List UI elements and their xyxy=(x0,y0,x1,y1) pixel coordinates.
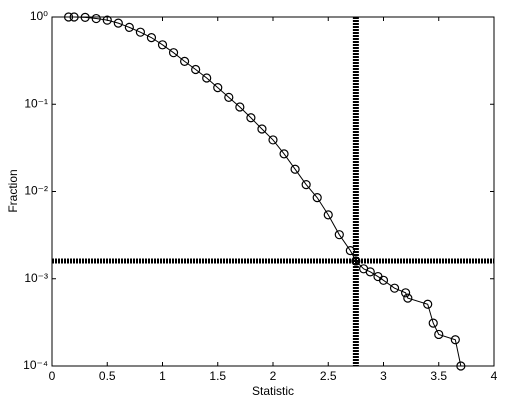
y-tick-label: 10⁻⁴ xyxy=(23,358,48,372)
plot-frame xyxy=(51,16,495,367)
y-axis-label: Fraction xyxy=(6,169,20,212)
data-point xyxy=(378,275,389,285)
data-point xyxy=(434,329,444,340)
data-point xyxy=(268,135,278,145)
data-point xyxy=(246,113,256,123)
data-point xyxy=(180,56,190,66)
data-point xyxy=(63,12,74,22)
data-point xyxy=(69,12,79,22)
data-point xyxy=(202,73,212,83)
x-tick-label: 4 xyxy=(491,369,498,383)
data-point xyxy=(334,230,344,240)
x-tick-label: 2 xyxy=(270,369,277,383)
data-point xyxy=(124,22,134,32)
data-point xyxy=(456,361,466,371)
data-point xyxy=(213,83,223,93)
y-tick-label: 10⁻³ xyxy=(24,271,48,285)
data-point xyxy=(168,48,179,58)
x-tick-label: 1.5 xyxy=(209,369,226,383)
y-tick-label: 10⁻¹ xyxy=(24,96,48,110)
y-tick-label: 10⁻² xyxy=(24,184,48,198)
x-tick-label: 0.5 xyxy=(99,369,116,383)
data-point xyxy=(113,18,123,28)
data-point xyxy=(450,335,460,345)
data-point xyxy=(191,64,201,75)
x-tick-label: 1 xyxy=(159,369,166,383)
data-point xyxy=(351,256,361,266)
y-tick-label: 10⁰ xyxy=(30,9,48,23)
data-point xyxy=(279,149,289,159)
data-point xyxy=(345,246,355,256)
data-point xyxy=(80,12,90,22)
x-tick-label: 2.5 xyxy=(320,369,337,383)
data-point xyxy=(389,283,400,293)
data-point xyxy=(312,193,322,203)
x-axis-label: Statistic xyxy=(252,384,294,398)
data-point xyxy=(290,164,300,174)
data-point xyxy=(235,102,245,112)
data-point xyxy=(323,210,333,220)
data-point xyxy=(146,33,157,43)
data-point xyxy=(91,13,101,24)
data-point xyxy=(301,179,311,190)
x-tick-label: 3.5 xyxy=(430,369,447,383)
data-point xyxy=(224,92,234,102)
data-point xyxy=(135,27,145,37)
x-tick-label: 3 xyxy=(380,369,387,383)
data-point xyxy=(365,267,375,277)
x-tick-label: 0 xyxy=(49,369,56,383)
data-point xyxy=(157,40,168,50)
data-point xyxy=(403,293,413,303)
data-point xyxy=(401,288,411,298)
data-point xyxy=(102,15,112,25)
data-point xyxy=(423,299,433,309)
data-line xyxy=(68,16,462,367)
data-point xyxy=(428,318,438,328)
data-point xyxy=(257,124,267,134)
